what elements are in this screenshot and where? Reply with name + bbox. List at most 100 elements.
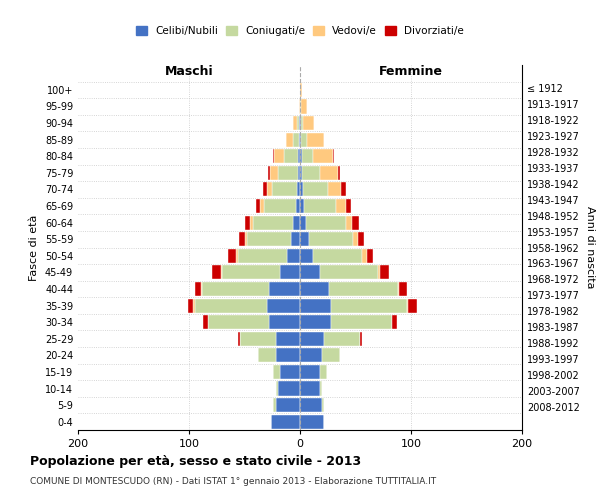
Bar	[300, 414, 325, 429]
Bar	[341, 182, 346, 196]
Bar	[378, 266, 380, 280]
Bar	[353, 232, 358, 246]
Bar	[266, 182, 272, 196]
Bar	[221, 266, 223, 280]
Bar	[299, 132, 300, 146]
Bar	[298, 166, 300, 180]
Bar	[222, 266, 280, 280]
Bar	[274, 149, 284, 164]
Bar	[362, 248, 367, 263]
Bar	[300, 282, 329, 296]
Bar	[291, 232, 300, 246]
Bar	[274, 365, 280, 379]
Bar	[202, 282, 269, 296]
Bar	[331, 298, 407, 312]
Bar	[300, 232, 309, 246]
Bar	[300, 83, 302, 97]
Bar	[296, 182, 300, 196]
Bar	[188, 298, 193, 312]
Bar	[278, 166, 298, 180]
Bar	[278, 382, 300, 396]
Bar	[300, 199, 304, 213]
Bar	[239, 232, 245, 246]
Bar	[268, 166, 270, 180]
Text: Maschi: Maschi	[164, 66, 214, 78]
Bar	[301, 116, 304, 130]
Bar	[309, 232, 353, 246]
Bar	[212, 266, 221, 280]
Bar	[228, 248, 236, 263]
Bar	[240, 332, 275, 346]
Bar	[320, 166, 338, 180]
Bar	[265, 199, 296, 213]
Bar	[296, 116, 299, 130]
Bar	[325, 332, 360, 346]
Bar	[271, 414, 300, 429]
Bar	[258, 348, 275, 362]
Bar	[300, 298, 331, 312]
Bar	[275, 348, 300, 362]
Bar	[299, 100, 300, 114]
Bar	[352, 216, 359, 230]
Bar	[296, 199, 300, 213]
Bar	[300, 266, 320, 280]
Bar	[253, 216, 293, 230]
Bar	[338, 166, 340, 180]
Bar	[299, 116, 300, 130]
Bar	[300, 100, 301, 114]
Bar	[304, 182, 328, 196]
Bar	[300, 116, 301, 130]
Bar	[320, 382, 322, 396]
Bar	[304, 116, 314, 130]
Bar	[208, 315, 269, 329]
Bar	[203, 315, 208, 329]
Bar	[275, 382, 278, 396]
Bar	[300, 398, 322, 412]
Bar	[275, 398, 300, 412]
Bar	[301, 100, 307, 114]
Bar	[236, 248, 238, 263]
Bar	[367, 248, 373, 263]
Bar	[194, 282, 201, 296]
Bar	[238, 248, 287, 263]
Bar	[302, 149, 313, 164]
Bar	[269, 315, 300, 329]
Bar	[270, 166, 278, 180]
Bar	[293, 216, 300, 230]
Bar	[284, 149, 298, 164]
Bar	[269, 282, 300, 296]
Text: Femmine: Femmine	[379, 66, 443, 78]
Bar	[300, 348, 322, 362]
Bar	[293, 116, 296, 130]
Bar	[392, 315, 397, 329]
Bar	[300, 216, 305, 230]
Bar	[293, 132, 299, 146]
Bar	[286, 132, 293, 146]
Bar	[313, 149, 334, 164]
Bar	[263, 182, 266, 196]
Bar	[280, 365, 300, 379]
Bar	[245, 232, 247, 246]
Bar	[300, 332, 325, 346]
Bar	[201, 282, 202, 296]
Bar	[380, 266, 389, 280]
Bar	[398, 282, 399, 296]
Bar	[250, 216, 253, 230]
Bar	[300, 182, 304, 196]
Bar	[300, 149, 302, 164]
Bar	[247, 232, 291, 246]
Bar	[280, 266, 300, 280]
Bar	[305, 216, 346, 230]
Bar	[301, 132, 307, 146]
Bar	[313, 248, 362, 263]
Bar	[193, 298, 194, 312]
Bar	[302, 166, 320, 180]
Bar	[320, 365, 326, 379]
Bar	[300, 132, 301, 146]
Bar	[300, 248, 313, 263]
Bar	[275, 332, 300, 346]
Text: Popolazione per età, sesso e stato civile - 2013: Popolazione per età, sesso e stato civil…	[30, 455, 361, 468]
Bar	[322, 348, 340, 362]
Bar	[407, 298, 416, 312]
Bar	[329, 282, 398, 296]
